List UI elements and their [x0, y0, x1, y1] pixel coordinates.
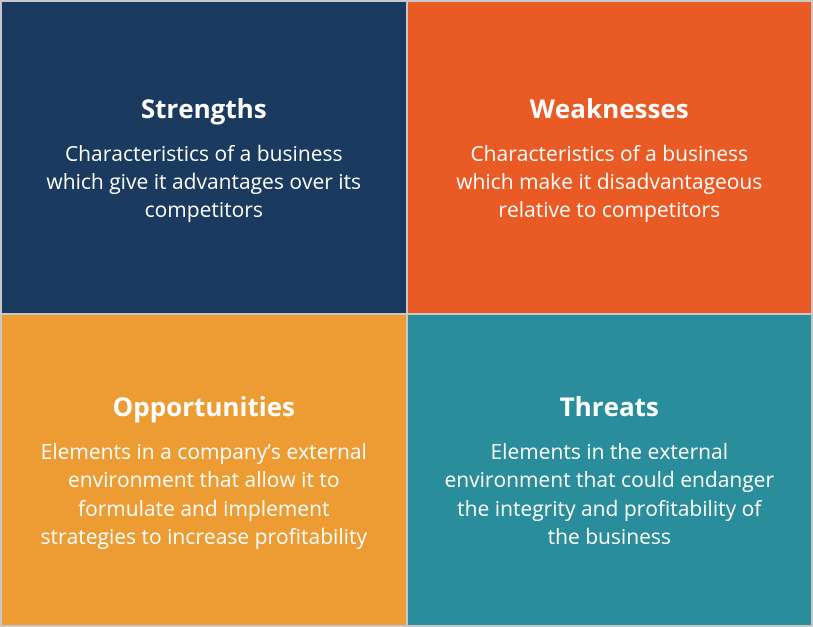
quadrant-description: Characteristics of a business which make…: [442, 140, 778, 225]
swot-grid: Strengths Characteristics of a business …: [0, 0, 813, 627]
quadrant-title: Opportunities: [113, 388, 295, 424]
quadrant-threats: Threats Elements in the external environ…: [408, 315, 812, 626]
quadrant-description: Elements in a company’s external environ…: [36, 438, 372, 551]
quadrant-description: Elements in the external environment tha…: [442, 438, 778, 551]
quadrant-opportunities: Opportunities Elements in a company’s ex…: [2, 315, 406, 626]
quadrant-title: Strengths: [141, 90, 267, 126]
quadrant-weaknesses: Weaknesses Characteristics of a business…: [408, 2, 812, 313]
quadrant-description: Characteristics of a business which give…: [36, 140, 372, 225]
quadrant-strengths: Strengths Characteristics of a business …: [2, 2, 406, 313]
quadrant-title: Threats: [560, 388, 659, 424]
quadrant-title: Weaknesses: [530, 90, 689, 126]
